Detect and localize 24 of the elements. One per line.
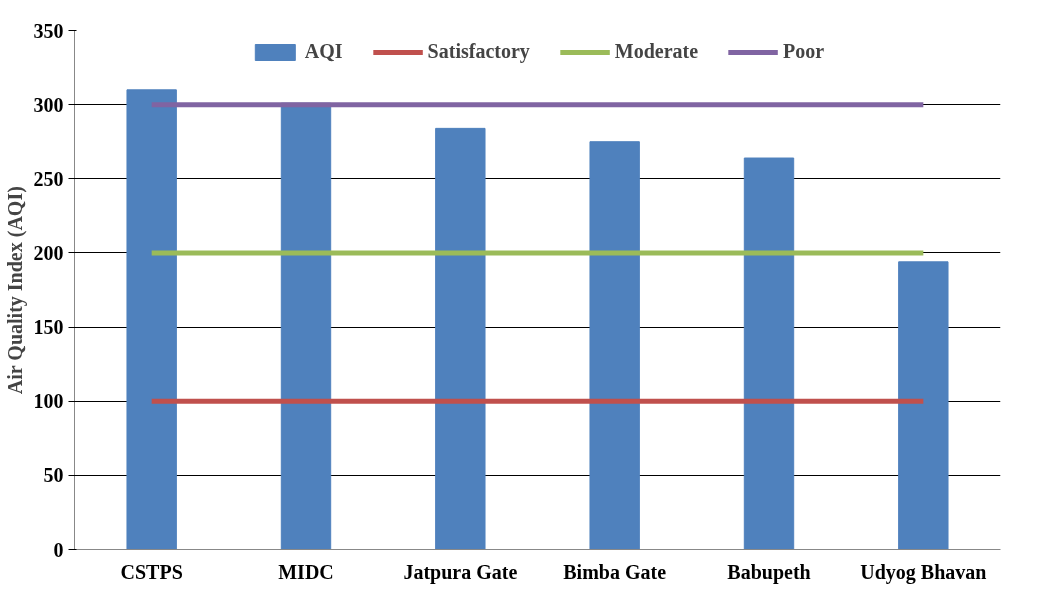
- y-tick-label: 200: [33, 241, 64, 264]
- x-tick-label: CSTPS: [120, 560, 183, 583]
- y-tick-label: 300: [33, 93, 64, 116]
- x-tick-label: Bimba Gate: [563, 560, 667, 583]
- y-tick-label: 150: [33, 316, 64, 339]
- y-tick-label: 100: [33, 390, 64, 413]
- x-tick-label: Udyog Bhavan: [860, 560, 987, 584]
- y-tick-label: 350: [33, 19, 64, 42]
- bar: [743, 157, 795, 550]
- y-tick-label: 0: [53, 538, 64, 561]
- bar: [126, 89, 177, 550]
- bar: [435, 127, 486, 550]
- y-axis-title: Air Quality Index (AQI): [3, 186, 27, 395]
- legend-label: Satisfactory: [427, 40, 530, 63]
- legend-label: AQI: [304, 40, 343, 63]
- legend-label: Poor: [783, 40, 825, 63]
- x-tick-label: MIDC: [278, 560, 334, 583]
- y-tick-label: 50: [43, 464, 64, 487]
- x-tick-label: Jatpura Gate: [403, 560, 518, 584]
- y-tick-label: 250: [33, 167, 64, 190]
- x-tick-label: Babupeth: [727, 560, 811, 584]
- bar: [898, 261, 949, 550]
- bar: [589, 141, 640, 550]
- legend-label: Moderate: [614, 40, 699, 63]
